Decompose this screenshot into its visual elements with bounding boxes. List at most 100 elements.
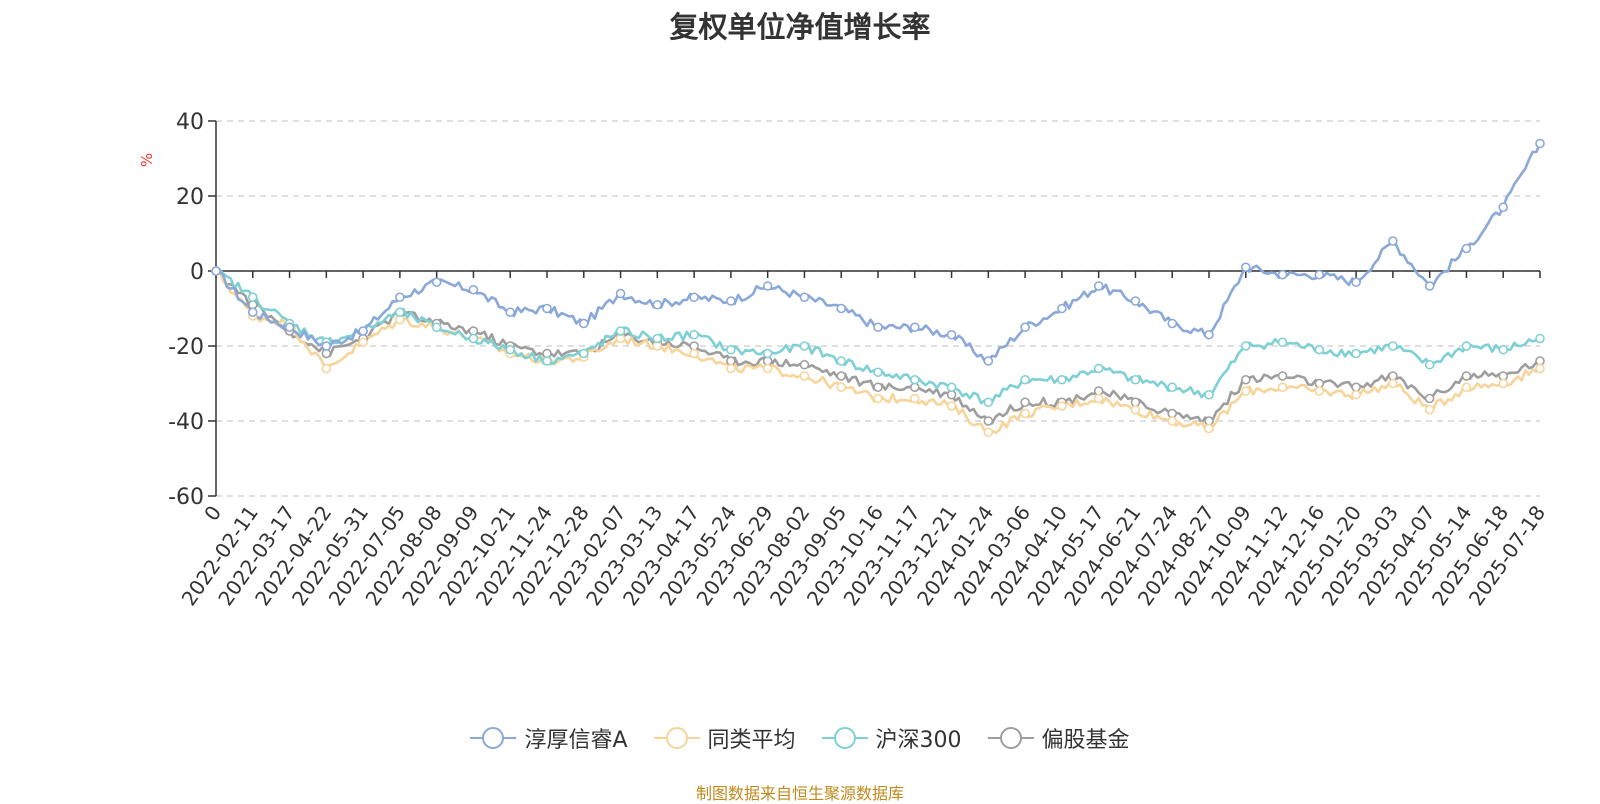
legend-swatch-icon <box>987 726 1034 750</box>
data-point <box>247 307 258 318</box>
data-point <box>358 337 368 348</box>
y-tick-label: -40 <box>168 410 204 435</box>
data-point <box>836 371 847 381</box>
data-point <box>1461 243 1472 254</box>
data-point <box>946 401 957 411</box>
data-point <box>1204 329 1214 340</box>
data-point <box>1424 281 1435 291</box>
data-point <box>689 292 699 303</box>
data-point <box>1424 393 1435 404</box>
data-point <box>1277 269 1288 280</box>
data-point <box>1535 333 1545 344</box>
data-point <box>946 329 957 340</box>
data-point <box>1020 374 1030 385</box>
data-point <box>284 322 295 333</box>
data-point <box>1093 393 1104 404</box>
data-point <box>873 382 883 393</box>
legend-item[interactable]: 淳厚信睿A <box>470 722 628 754</box>
data-point <box>1240 341 1251 351</box>
data-point <box>1424 359 1435 370</box>
data-point <box>1240 386 1251 396</box>
data-point <box>983 416 994 426</box>
legend-item[interactable]: 同类平均 <box>653 722 796 754</box>
data-point <box>909 393 920 404</box>
data-point <box>505 344 516 355</box>
data-point <box>1093 281 1104 291</box>
data-point <box>431 277 442 288</box>
data-point <box>836 356 847 366</box>
data-point <box>762 281 773 291</box>
data-point <box>909 374 920 385</box>
data-point <box>1498 378 1509 389</box>
series-markers <box>211 138 1545 438</box>
data-point <box>726 363 736 374</box>
data-point <box>1240 262 1251 273</box>
data-point <box>505 307 516 318</box>
legend-item[interactable]: 沪深300 <box>821 722 962 754</box>
data-point <box>468 333 479 344</box>
data-point <box>1535 138 1545 149</box>
data-point <box>909 322 920 333</box>
y-tick-label: 40 <box>176 110 204 135</box>
data-point <box>431 322 442 333</box>
legend-item[interactable]: 偏股基金 <box>987 722 1130 754</box>
data-point <box>247 292 258 303</box>
data-point <box>652 333 663 344</box>
data-point <box>946 382 957 393</box>
data-point <box>1277 382 1288 393</box>
data-point <box>1020 397 1030 408</box>
data-point <box>1461 382 1472 393</box>
data-point <box>836 303 847 314</box>
data-point <box>1167 318 1178 329</box>
x-tick-label: 0 <box>199 501 226 525</box>
data-point <box>762 348 773 359</box>
data-point <box>799 341 810 351</box>
chart-legend: 淳厚信睿A 同类平均 沪深300 偏股基金 <box>0 722 1600 754</box>
data-point <box>1498 344 1509 355</box>
data-point <box>1535 363 1545 374</box>
data-point <box>1277 371 1288 381</box>
data-point <box>211 266 221 276</box>
data-point <box>1314 386 1325 396</box>
data-point <box>1057 374 1067 385</box>
data-point <box>1057 303 1067 314</box>
data-point <box>652 299 663 310</box>
y-tick-label: -20 <box>168 335 204 360</box>
y-tick-label: 20 <box>176 185 204 210</box>
data-point <box>873 322 883 333</box>
data-point <box>1204 423 1214 434</box>
data-point <box>321 341 332 351</box>
data-point <box>542 303 552 314</box>
data-point <box>1314 344 1325 355</box>
data-point <box>983 427 994 438</box>
data-point <box>983 356 994 366</box>
chart-title: 复权单位净值增长率 <box>669 10 931 44</box>
data-point <box>762 363 773 374</box>
data-point <box>1130 404 1141 415</box>
data-point <box>1167 416 1178 426</box>
data-point <box>1388 341 1398 351</box>
data-point <box>395 292 405 303</box>
data-point <box>1093 363 1104 374</box>
data-point <box>468 284 479 295</box>
data-point <box>615 326 626 336</box>
data-point <box>1388 236 1398 246</box>
data-point <box>1130 296 1141 306</box>
data-point <box>1130 374 1141 385</box>
data-point <box>1240 374 1251 385</box>
data-point <box>578 318 589 329</box>
data-point <box>1277 337 1288 348</box>
data-point <box>542 356 552 366</box>
data-point <box>1351 348 1361 359</box>
data-point <box>726 296 736 306</box>
data-point <box>615 288 626 299</box>
data-point <box>1167 382 1178 393</box>
data-point <box>358 326 368 336</box>
y-axis-unit-label: % <box>138 153 156 167</box>
data-point <box>799 359 810 370</box>
legend-label: 淳厚信睿A <box>524 728 628 753</box>
data-point <box>395 307 405 318</box>
y-tick-label: 0 <box>190 260 204 285</box>
data-point <box>1461 371 1472 381</box>
